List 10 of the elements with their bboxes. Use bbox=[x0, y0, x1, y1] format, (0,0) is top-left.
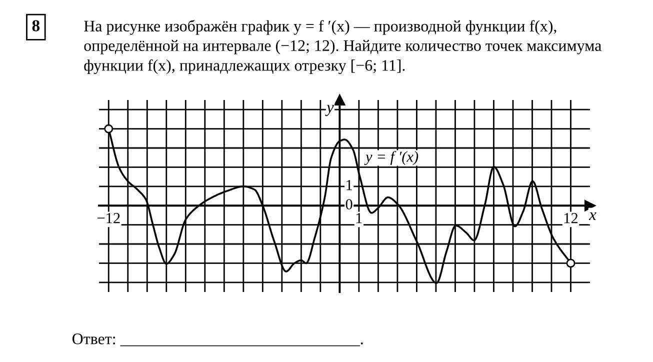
x-tick-label: −12 bbox=[97, 213, 120, 224]
x-tick-label: 1 bbox=[356, 213, 362, 224]
y-axis-title: y bbox=[325, 104, 334, 116]
chart-title: На рисунке изображён график y = f ′(x) — производной функции f(x), определённой на интервале (−12; 12). Найдите количество точек максимума функции f(x), принадлежащих отрезку [−6; 11]. bbox=[84, 20, 602, 74]
y-tick-label: 0 bbox=[346, 199, 352, 210]
x-tick-label: 12 bbox=[564, 213, 578, 224]
text: 8 bbox=[32, 20, 40, 32]
text: Ответ: ______________________________. bbox=[72, 334, 363, 346]
series-label: y = f ′(x) bbox=[364, 150, 418, 166]
x-axis-title: x bbox=[588, 212, 596, 220]
